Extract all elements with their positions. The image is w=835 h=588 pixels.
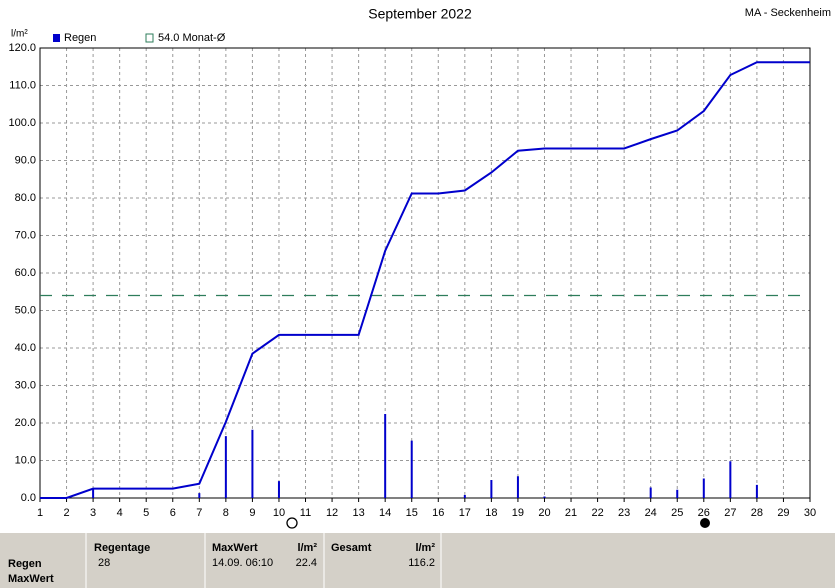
bar bbox=[198, 493, 201, 498]
x-tick-label: 25 bbox=[671, 507, 683, 519]
bar bbox=[490, 480, 493, 498]
bar bbox=[755, 484, 758, 498]
x-tick-label: 14 bbox=[379, 507, 391, 519]
y-tick-label: 80.0 bbox=[15, 192, 36, 204]
y-tick-label: 40.0 bbox=[15, 342, 36, 354]
y-tick-label: 10.0 bbox=[15, 454, 36, 466]
y-tick-label: 60.0 bbox=[15, 267, 36, 279]
bar bbox=[384, 414, 387, 498]
y-unit: l/m² bbox=[11, 29, 28, 40]
x-tick-label: 18 bbox=[485, 507, 497, 519]
plot-frame bbox=[39, 47, 811, 499]
y-tick-label: 120.0 bbox=[8, 42, 36, 54]
x-tick-label: 23 bbox=[618, 507, 630, 519]
bar bbox=[729, 461, 732, 498]
y-tick-label: 20.0 bbox=[15, 417, 36, 429]
cumulative-line bbox=[40, 61, 810, 499]
x-tick-label: 21 bbox=[565, 507, 577, 519]
x-tick-label: 19 bbox=[512, 507, 524, 519]
x-tick-label: 13 bbox=[352, 507, 364, 519]
y-tick-label: 100.0 bbox=[8, 117, 36, 129]
cell: 28 bbox=[98, 557, 110, 569]
x-tick-label: 24 bbox=[645, 507, 657, 519]
legend-swatch bbox=[53, 34, 60, 42]
summary-panel bbox=[0, 533, 835, 588]
x-tick-label: 9 bbox=[249, 507, 255, 519]
bar bbox=[463, 495, 466, 498]
chart-title: September 2022 bbox=[368, 6, 472, 22]
x-tick-label: 30 bbox=[804, 507, 816, 519]
x-tick-label: 20 bbox=[538, 507, 550, 519]
col-header: MaxWert bbox=[212, 542, 258, 554]
y-tick-label: 0.0 bbox=[21, 492, 36, 504]
bar bbox=[92, 488, 95, 498]
y-tick-label: 30.0 bbox=[15, 379, 36, 391]
x-tick-label: 5 bbox=[143, 507, 149, 519]
x-tick-label: 26 bbox=[698, 507, 710, 519]
x-tick-label: 22 bbox=[591, 507, 603, 519]
cell: 14.09. 06:10 bbox=[212, 557, 273, 569]
x-tick-label: 28 bbox=[751, 507, 763, 519]
bar bbox=[251, 429, 254, 498]
col-unit: l/m² bbox=[415, 542, 435, 554]
col-header: Gesamt bbox=[331, 542, 372, 554]
row-label: MaxWert bbox=[8, 573, 54, 585]
x-tick-label: 8 bbox=[223, 507, 229, 519]
bar bbox=[543, 496, 546, 498]
bar bbox=[702, 478, 705, 498]
bar bbox=[676, 489, 679, 498]
legend-swatch bbox=[145, 33, 154, 43]
bar bbox=[410, 440, 413, 498]
legend-label: Regen bbox=[64, 32, 96, 44]
y-tick-label: 90.0 bbox=[15, 154, 36, 166]
y-tick-label: 50.0 bbox=[15, 304, 36, 316]
x-tick-label: 7 bbox=[196, 507, 202, 519]
legend-label: 54.0 Monat-Ø bbox=[158, 32, 226, 44]
bar bbox=[516, 476, 519, 498]
y-tick-label: 110.0 bbox=[9, 79, 36, 91]
x-tick-label: 3 bbox=[90, 507, 96, 519]
row-label: Regen bbox=[8, 558, 42, 570]
bar bbox=[224, 436, 227, 498]
x-tick-label: 10 bbox=[273, 507, 285, 519]
x-tick-label: 16 bbox=[432, 507, 444, 519]
bar bbox=[277, 481, 280, 498]
x-tick-label: 11 bbox=[300, 507, 311, 519]
bar bbox=[649, 487, 652, 498]
cell: 116.2 bbox=[408, 557, 435, 569]
y-tick-label: 70.0 bbox=[15, 229, 36, 241]
x-tick-label: 6 bbox=[170, 507, 176, 519]
x-tick-label: 17 bbox=[459, 507, 471, 519]
col-unit: l/m² bbox=[297, 542, 317, 554]
col-header: Regentage bbox=[94, 542, 150, 554]
moon-full bbox=[286, 517, 298, 529]
x-tick-label: 29 bbox=[777, 507, 789, 519]
x-tick-label: 1 bbox=[37, 507, 43, 519]
x-tick-label: 4 bbox=[117, 507, 123, 519]
x-tick-label: 27 bbox=[724, 507, 736, 519]
station: MA - Seckenheim bbox=[745, 7, 831, 19]
x-tick-label: 2 bbox=[63, 507, 69, 519]
moon-new bbox=[700, 518, 710, 528]
cell: 22.4 bbox=[296, 557, 317, 569]
x-tick-label: 12 bbox=[326, 507, 338, 519]
x-tick-label: 15 bbox=[406, 507, 418, 519]
